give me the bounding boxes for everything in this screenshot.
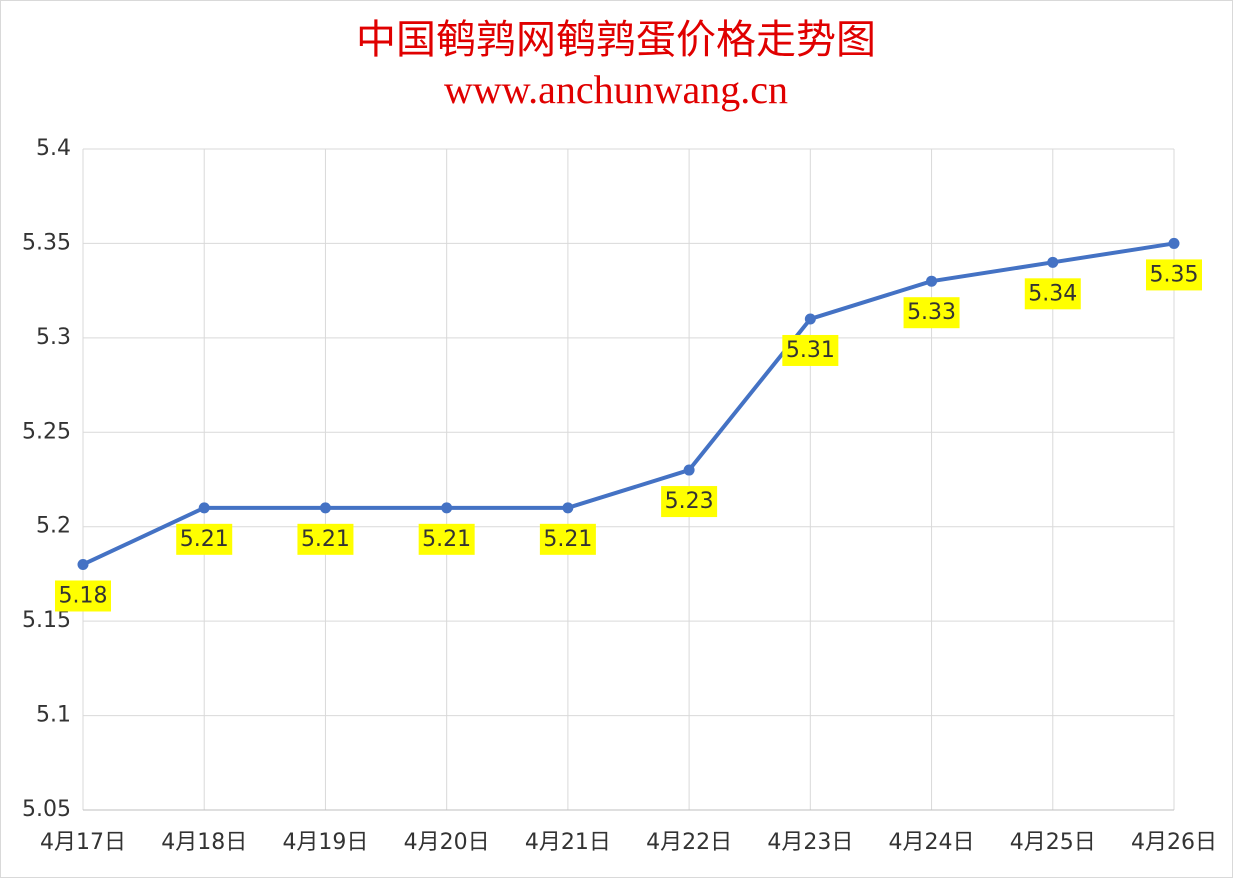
x-tick-label: 4月25日	[1010, 830, 1096, 855]
data-label-bg	[1024, 278, 1081, 310]
y-tick-label: 5.4	[36, 136, 71, 161]
data-label: 5.35	[1150, 262, 1199, 287]
data-label: 5.23	[665, 489, 714, 514]
y-tick-label: 5.15	[22, 608, 71, 633]
point	[1168, 237, 1180, 249]
data-label-bg	[539, 523, 596, 555]
y-tick-label: 5.2	[36, 514, 71, 539]
point	[804, 313, 816, 325]
point	[683, 464, 695, 476]
x-tick-label: 4月19日	[282, 830, 368, 855]
point	[926, 275, 938, 287]
y-tick-label: 5.25	[22, 419, 71, 444]
x-tick-label: 4月21日	[525, 830, 611, 855]
line	[82, 241, 1175, 567]
x-tick-label: 4月24日	[889, 830, 975, 855]
data-label: 5.33	[907, 300, 956, 325]
data-label-bg	[55, 580, 111, 612]
point	[1047, 256, 1059, 268]
point	[319, 502, 331, 514]
chart-title: 中国鹌鹑网鹌鹑蛋价格走势图	[356, 17, 876, 62]
x-tick-label: 4月23日	[767, 830, 853, 855]
x-tick-label: 4月26日	[1131, 830, 1217, 855]
data-label-bg	[176, 523, 233, 555]
data-label: 5.21	[180, 527, 229, 552]
data-label: 5.21	[422, 527, 471, 552]
data-label: 5.31	[786, 338, 835, 363]
point	[198, 502, 210, 514]
data-label-bg	[782, 334, 839, 366]
data-label: 5.21	[543, 527, 592, 552]
data-label-bg	[1146, 259, 1202, 291]
data-label: 5.34	[1028, 281, 1077, 306]
point	[562, 502, 574, 514]
y-tick-label: 5.3	[36, 325, 71, 350]
y-tick-label: 5.05	[22, 797, 71, 822]
x-tick-label: 4月18日	[161, 830, 247, 855]
data-label: 5.21	[301, 527, 350, 552]
y-tick-label: 5.1	[36, 703, 71, 728]
data-label-bg	[297, 523, 354, 555]
point	[77, 558, 89, 570]
data-label: 5.18	[59, 583, 108, 608]
data-label-bg	[661, 486, 718, 518]
x-tick-label: 4月17日	[40, 830, 126, 855]
point	[441, 502, 453, 514]
chart-subtitle: www.anchunwang.cn	[444, 67, 788, 112]
data-label-bg	[418, 523, 475, 555]
data-label-bg	[903, 297, 960, 329]
x-tick-label: 4月20日	[404, 830, 490, 855]
x-tick-label: 4月22日	[646, 830, 732, 855]
y-tick-label: 5.35	[22, 230, 71, 255]
